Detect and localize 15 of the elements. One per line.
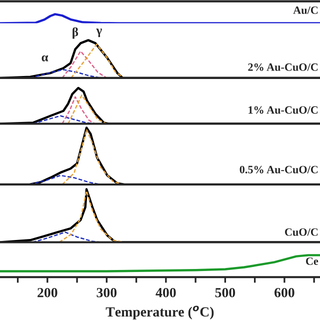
x-tick-label: 600 <box>274 288 294 298</box>
annotation: α <box>42 55 48 62</box>
series-label: Ce <box>306 257 318 265</box>
text: γ <box>96 28 102 38</box>
series-label: 2% Au-CuO/C <box>248 63 318 71</box>
x-tick-label: 300 <box>96 288 117 298</box>
x-tick-label: 200 <box>38 288 58 298</box>
x-tick-label: 400 <box>156 288 176 298</box>
x-axis-title: Temperature ($^{o}$C) <box>106 306 214 320</box>
text: β <box>72 27 78 39</box>
series-label: CuO/C <box>284 228 318 236</box>
x-tick-label: 500 <box>215 288 236 298</box>
series-label: 0.5% Au-CuO/C <box>240 166 318 174</box>
series-label: Au/C <box>293 6 318 14</box>
series-label: 1% Au-CuO/C <box>248 106 318 114</box>
